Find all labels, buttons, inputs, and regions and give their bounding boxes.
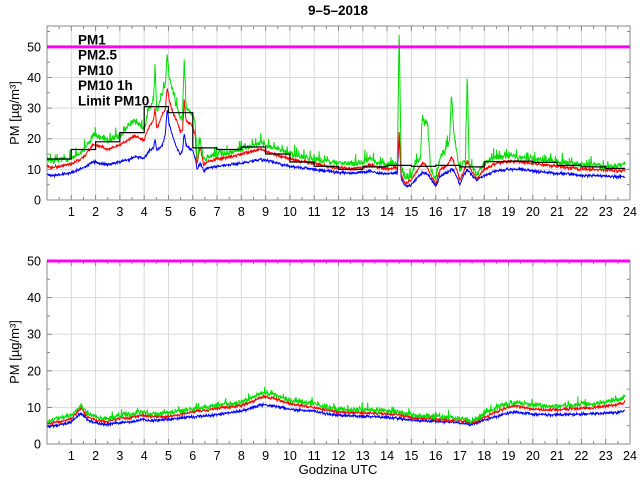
x-tick-label: 1 xyxy=(68,205,75,219)
series-pm2-5-line xyxy=(47,88,626,186)
x-tick-label: 20 xyxy=(526,205,540,219)
y-tick-label: 10 xyxy=(27,401,41,415)
figure-labels: 9–5–2018 PM [µg/m³] PM [µg/m³] Godzina U… xyxy=(7,3,377,477)
x-tick-label: 3 xyxy=(116,205,123,219)
x-tick-label: 9 xyxy=(262,449,269,463)
y-axis-label-bottom: PM [µg/m³] xyxy=(7,320,22,384)
x-tick-label: 8 xyxy=(238,449,245,463)
y-tick-label: 30 xyxy=(27,102,41,116)
x-tick-label: 1 xyxy=(68,449,75,463)
x-tick-label: 18 xyxy=(477,205,491,219)
y-tick-label: 20 xyxy=(27,132,41,146)
x-axis-label: Godzina UTC xyxy=(299,462,378,477)
y-tick-label: 40 xyxy=(27,71,41,85)
x-tick-label: 5 xyxy=(165,449,172,463)
x-tick-label: 7 xyxy=(214,449,221,463)
x-tick-label: 13 xyxy=(356,449,370,463)
x-tick-label: 17 xyxy=(453,205,467,219)
x-tick-label: 15 xyxy=(404,449,418,463)
legend-entry-pm1: PM1 xyxy=(78,33,106,48)
y-tick-label: 0 xyxy=(34,194,41,208)
axes-bottom: 1 2 3 4 5 6 7 8 9 10 11 12 13 14 15 16 17 18 19 20 21 22 23 240… xyxy=(27,255,637,464)
x-tick-label: 21 xyxy=(550,205,564,219)
x-tick-label: 18 xyxy=(477,449,491,463)
x-tick-label: 24 xyxy=(623,205,637,219)
series-pm10-line xyxy=(47,386,626,425)
x-tick-label: 19 xyxy=(502,449,516,463)
y-tick-label: 40 xyxy=(27,291,41,305)
x-tick-label: 23 xyxy=(599,205,613,219)
x-tick-label: 16 xyxy=(429,449,443,463)
y-tick-label: 10 xyxy=(27,163,41,177)
x-tick-label: 21 xyxy=(550,449,564,463)
chart-title: 9–5–2018 xyxy=(308,3,369,18)
legend-entry-pm2-5: PM2.5 xyxy=(78,48,118,63)
x-tick-label: 14 xyxy=(380,449,394,463)
y-tick-label: 20 xyxy=(27,364,41,378)
x-tick-label: 12 xyxy=(332,205,346,219)
legend-entry-pm10-1h: PM10 1h xyxy=(78,78,133,93)
legend-entry-pm10: PM10 xyxy=(78,63,113,78)
x-tick-label: 16 xyxy=(429,205,443,219)
x-tick-label: 17 xyxy=(453,449,467,463)
x-tick-label: 23 xyxy=(599,449,613,463)
x-tick-label: 12 xyxy=(332,449,346,463)
x-tick-label: 2 xyxy=(92,449,99,463)
series-pm1-line xyxy=(47,109,626,189)
x-tick-label: 5 xyxy=(165,205,172,219)
x-tick-label: 10 xyxy=(283,205,297,219)
y-tick-label: 50 xyxy=(27,40,41,54)
series-group xyxy=(47,34,626,189)
x-tick-label: 20 xyxy=(526,449,540,463)
x-tick-label: 7 xyxy=(214,205,221,219)
series-pm10-1h-line xyxy=(47,106,626,170)
x-tick-label: 11 xyxy=(308,449,321,463)
x-tick-label: 10 xyxy=(283,449,297,463)
x-tick-label: 24 xyxy=(623,449,637,463)
y-tick-label: 30 xyxy=(27,328,41,342)
series-pm1-line xyxy=(47,401,626,429)
y-axis-label-top: PM [µg/m³] xyxy=(7,81,22,145)
x-tick-label: 13 xyxy=(356,205,370,219)
x-tick-label: 6 xyxy=(189,205,196,219)
chart-layers: 1 2 3 4 5 6 7 8 9 10 11 12 13 14 15 16 17 18 19 20 21 22 23 240… xyxy=(27,25,637,464)
series-pm2-5-line xyxy=(47,394,626,426)
series-group xyxy=(47,386,626,429)
x-tick-label: 8 xyxy=(238,205,245,219)
x-tick-label: 11 xyxy=(308,205,321,219)
x-tick-label: 15 xyxy=(404,205,418,219)
x-tick-label: 19 xyxy=(502,205,516,219)
x-tick-label: 22 xyxy=(574,449,588,463)
y-tick-label: 50 xyxy=(27,255,41,269)
x-tick-label: 14 xyxy=(380,205,394,219)
axes-top: 1 2 3 4 5 6 7 8 9 10 11 12 13 14 15 16 17 18 19 20 21 22 23 240… xyxy=(27,25,637,219)
legend-entry-limit-pm10: Limit PM10 xyxy=(78,93,149,108)
x-tick-label: 22 xyxy=(574,205,588,219)
x-tick-label: 4 xyxy=(141,449,148,463)
x-tick-label: 3 xyxy=(116,449,123,463)
x-tick-label: 4 xyxy=(141,205,148,219)
x-tick-label: 9 xyxy=(262,205,269,219)
x-tick-label: 6 xyxy=(189,449,196,463)
x-tick-label: 2 xyxy=(92,205,99,219)
y-tick-label: 0 xyxy=(34,438,41,452)
